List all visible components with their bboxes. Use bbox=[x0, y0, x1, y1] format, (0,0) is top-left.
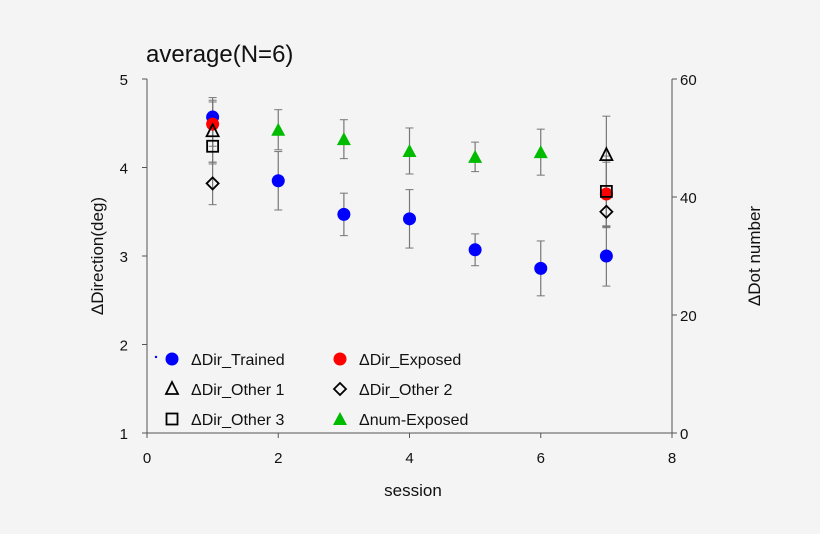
point--dir-other-2 bbox=[599, 204, 614, 220]
legend-item--dir-other-3: ΔDir_Other 3 bbox=[165, 412, 284, 429]
legend-label: ΔDir_Exposed bbox=[359, 352, 461, 369]
y2-tick-label: 60 bbox=[680, 72, 697, 89]
legend-marker-icon bbox=[165, 352, 179, 366]
legend-item--num-exposed: Δnum-Exposed bbox=[333, 412, 468, 429]
point--dir-trained bbox=[534, 261, 548, 275]
y-tick-label: 1 bbox=[120, 426, 128, 443]
data-points bbox=[205, 110, 614, 275]
y2-axis-label: ΔDot number bbox=[745, 206, 764, 307]
legend-marker-icon bbox=[332, 381, 348, 397]
y-tick-label: 4 bbox=[120, 161, 128, 178]
x-tick-label: 4 bbox=[405, 450, 413, 467]
point--dir-trained bbox=[403, 212, 416, 226]
error-bars bbox=[208, 97, 611, 297]
x-tick-label: 6 bbox=[537, 450, 545, 467]
y2-tick-label: 0 bbox=[680, 426, 688, 443]
y-axis-label: ΔDirection(deg) bbox=[88, 197, 107, 315]
point--dir-trained bbox=[271, 174, 285, 188]
chart-title: average(N=6) bbox=[146, 41, 293, 68]
y-tick-label: 2 bbox=[120, 338, 128, 355]
legend-label: ΔDir_Other 3 bbox=[191, 412, 284, 429]
point--dir-other-2 bbox=[205, 176, 220, 191]
point--dir-exposed bbox=[599, 187, 613, 201]
x-tick-label: 8 bbox=[668, 450, 676, 467]
x-tick-label: 2 bbox=[274, 450, 282, 467]
legend-label: ΔDir_Other 2 bbox=[359, 382, 452, 399]
x-tick-label: 0 bbox=[143, 450, 151, 467]
point--dir-trained bbox=[337, 207, 351, 221]
y-tick-label: 5 bbox=[120, 72, 128, 89]
point--dir-other-3 bbox=[206, 139, 220, 153]
legend-label: ΔDir_Trained bbox=[191, 352, 285, 369]
point--num-exposed bbox=[271, 122, 286, 136]
legend-label: ΔDir_Other 1 bbox=[191, 382, 284, 399]
legend-item--dir-other-1: ΔDir_Other 1 bbox=[164, 379, 284, 399]
point--dir-trained bbox=[468, 243, 482, 257]
x-axis-label: session bbox=[384, 481, 442, 500]
legend-label: Δnum-Exposed bbox=[359, 412, 468, 429]
legend-item--dir-exposed: ΔDir_Exposed bbox=[333, 352, 461, 369]
point--dir-other-1 bbox=[205, 122, 221, 138]
legend-marker-icon bbox=[164, 379, 180, 395]
y2-tick-label: 20 bbox=[680, 308, 697, 325]
legend-marker-icon bbox=[333, 412, 347, 425]
point--num-exposed bbox=[336, 132, 351, 146]
point--num-exposed bbox=[468, 149, 483, 163]
legend-dot-mark bbox=[154, 355, 158, 359]
legend-marker-icon bbox=[333, 352, 347, 366]
legend-item--dir-other-2: ΔDir_Other 2 bbox=[332, 381, 452, 399]
y2-tick-label: 40 bbox=[680, 190, 697, 207]
legend-marker-icon bbox=[165, 412, 179, 426]
point--dir-other-3 bbox=[599, 184, 613, 198]
point--dir-other-1 bbox=[598, 146, 614, 162]
point--num-exposed bbox=[402, 143, 417, 157]
point--num-exposed bbox=[533, 145, 548, 159]
point--dir-trained bbox=[599, 249, 613, 263]
y-tick-label: 3 bbox=[120, 249, 128, 266]
legend-item--dir-trained: ΔDir_Trained bbox=[165, 352, 285, 369]
